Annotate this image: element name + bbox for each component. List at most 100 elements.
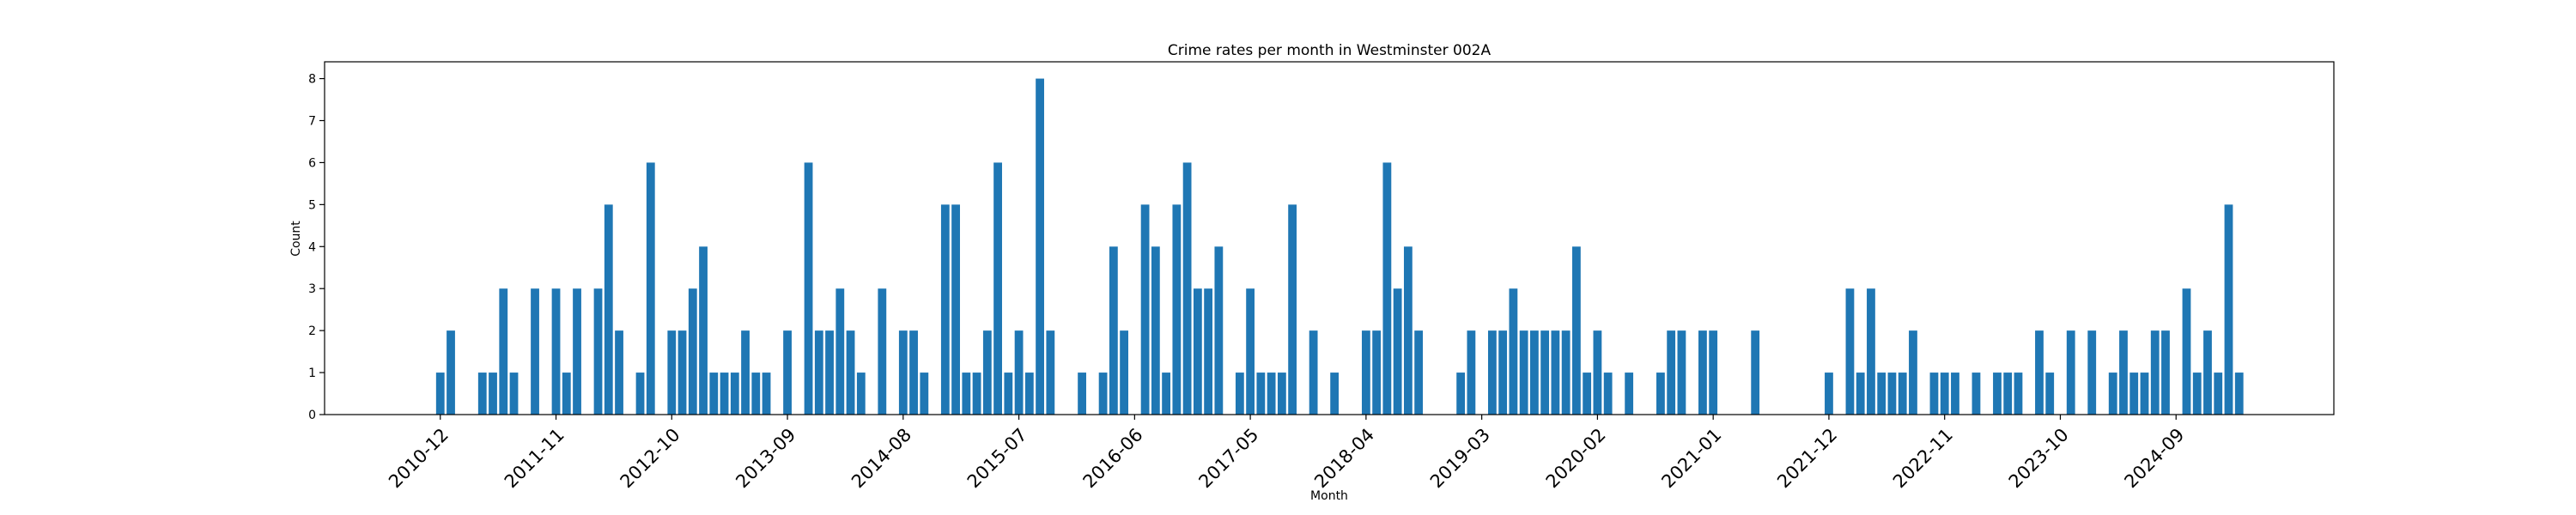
bar-2013-05	[741, 330, 750, 415]
x-tick-label: 2021-12	[1773, 424, 1841, 492]
bar-2011-12	[562, 373, 571, 415]
x-tick-label: 2021-01	[1657, 424, 1725, 492]
bar-2013-12	[814, 330, 823, 415]
bar-2013-09	[783, 330, 792, 415]
bar-2022-10	[1929, 373, 1939, 415]
bar-2019-04	[1487, 330, 1497, 415]
bar-2025-03	[2234, 373, 2244, 415]
bar-2025-01	[2214, 373, 2223, 415]
bar-2018-06	[1382, 162, 1392, 415]
x-tick-label: 2015-07	[963, 424, 1031, 492]
bar-2021-12	[1825, 373, 1833, 415]
bar-2014-03	[846, 330, 855, 415]
bar-2024-10	[2182, 288, 2191, 415]
bar-2022-11	[1940, 373, 1949, 415]
x-tick-label: 2013-09	[732, 424, 799, 492]
bar-2012-01	[573, 288, 581, 415]
bar-2019-07	[1519, 330, 1528, 415]
plot-frame	[324, 61, 2335, 415]
bar-2013-06	[751, 373, 761, 415]
bar-2016-09	[1162, 373, 1170, 415]
bar-2015-09	[1036, 78, 1044, 415]
y-tick-label: 6	[308, 156, 316, 170]
bar-2024-05	[2129, 373, 2139, 415]
bar-2022-03	[1856, 373, 1865, 415]
bar-2020-10	[1677, 330, 1686, 415]
bar-2022-06	[1887, 373, 1897, 415]
bar-2018-07	[1393, 288, 1402, 415]
bar-2022-02	[1845, 288, 1855, 415]
bar-2023-05	[2003, 373, 2013, 415]
y-tick-label: 2	[308, 324, 316, 338]
bar-2019-10	[1551, 330, 1560, 415]
bar-2013-03	[720, 373, 729, 415]
x-tick-label: 2022-11	[1889, 424, 1957, 492]
bar-2016-08	[1151, 246, 1160, 415]
bar-2012-07	[635, 373, 645, 415]
bar-2019-08	[1530, 330, 1539, 415]
bar-2020-01	[1583, 373, 1592, 415]
bar-2014-02	[835, 288, 845, 415]
bar-2013-07	[762, 373, 771, 415]
bar-2012-03	[593, 288, 603, 415]
bar-2016-01	[1078, 373, 1086, 415]
bar-2013-02	[709, 373, 719, 415]
bar-2022-12	[1951, 373, 1959, 415]
x-tick-label: 2010-12	[385, 424, 453, 492]
y-tick-label: 0	[308, 409, 316, 422]
y-tick-label: 5	[308, 198, 316, 212]
x-tick-label: 2014-08	[848, 424, 915, 492]
bar-2020-09	[1667, 330, 1676, 415]
bar-2019-11	[1561, 330, 1571, 415]
y-tick-label: 7	[308, 115, 316, 129]
bar-2012-05	[615, 330, 623, 415]
bar-2023-06	[2014, 373, 2023, 415]
bar-2021-05	[1751, 330, 1760, 415]
bar-2014-10	[920, 373, 929, 415]
bars-group	[435, 78, 2244, 415]
bar-2018-08	[1403, 246, 1413, 415]
bar-2011-07	[509, 373, 519, 415]
bar-2014-06	[878, 288, 887, 415]
bar-2017-01	[1204, 288, 1213, 415]
y-axis-label: Count	[289, 221, 303, 257]
bar-2017-06	[1256, 373, 1266, 415]
bar-2015-02	[962, 373, 971, 415]
x-axis: 2010-12 2011-11 2012-10 2013-09 2014-08 2015-…	[385, 415, 2189, 492]
bar-2015-05	[993, 162, 1002, 415]
y-tick-label: 4	[308, 240, 316, 254]
bar-2014-04	[856, 373, 866, 415]
x-tick-label: 2018-04	[1310, 424, 1378, 492]
bar-2016-10	[1172, 204, 1182, 415]
bar-2014-09	[909, 330, 918, 415]
bar-2023-04	[1993, 373, 2002, 415]
bar-2017-09	[1288, 204, 1297, 415]
bar-2016-11	[1182, 162, 1192, 415]
chart-title: Crime rates per month in Westminster 002…	[1168, 42, 1492, 59]
bar-2015-06	[1004, 373, 1013, 415]
x-tick-label: 2020-02	[1542, 424, 1610, 492]
bar-2015-01	[951, 204, 960, 415]
bar-2022-07	[1898, 373, 1907, 415]
bar-2015-04	[982, 330, 992, 415]
bar-2018-04	[1361, 330, 1370, 415]
bar-2015-10	[1046, 330, 1055, 415]
bar-2017-05	[1246, 288, 1255, 415]
bar-2022-08	[1909, 330, 1917, 415]
bar-2016-04	[1109, 246, 1118, 415]
x-tick-label: 2016-06	[1079, 424, 1147, 492]
bar-2011-04	[477, 373, 487, 415]
bar-2023-11	[2066, 330, 2075, 415]
bar-2024-03	[2108, 373, 2117, 415]
x-tick-label: 2023-10	[2005, 424, 2073, 492]
bar-2012-12	[688, 288, 697, 415]
bar-2020-08	[1656, 373, 1665, 415]
bar-2011-06	[499, 288, 508, 415]
bar-2016-12	[1193, 288, 1202, 415]
bar-2011-09	[531, 288, 539, 415]
bar-2014-01	[825, 330, 834, 415]
bar-2017-04	[1235, 373, 1244, 415]
bar-2017-02	[1214, 246, 1224, 415]
x-tick-label: 2012-10	[617, 424, 684, 492]
